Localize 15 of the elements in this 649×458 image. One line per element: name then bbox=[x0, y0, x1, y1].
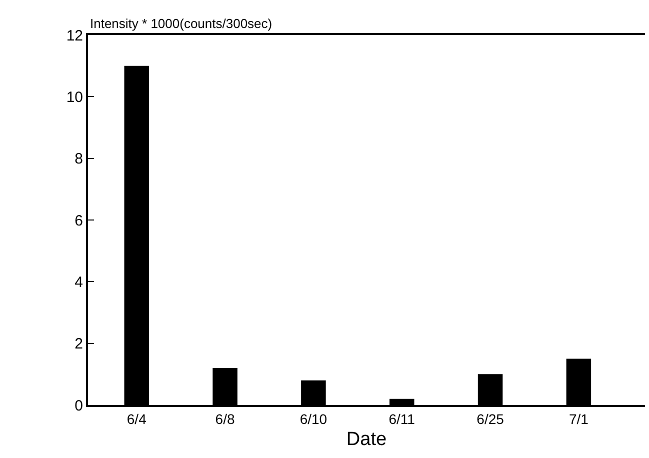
y-axis-title: Intensity * 1000(counts/300sec) bbox=[90, 16, 272, 31]
y-tick-label: 8 bbox=[74, 150, 83, 168]
x-tick-label: 6/10 bbox=[300, 410, 328, 427]
y-tick-label: 0 bbox=[74, 397, 83, 414]
x-tick-label: 6/8 bbox=[215, 410, 235, 427]
x-tick-label: 6/4 bbox=[126, 410, 147, 427]
y-tick-label: 12 bbox=[66, 27, 83, 44]
x-tick-label: 7/1 bbox=[568, 410, 589, 427]
y-tick-label: 4 bbox=[74, 274, 83, 291]
x-tick-label: 6/25 bbox=[476, 410, 504, 427]
x-tick-label: 6/11 bbox=[388, 410, 416, 427]
x-axis-title: Date bbox=[346, 429, 387, 450]
y-tick-label: 10 bbox=[66, 88, 83, 106]
y-tick-label: 6 bbox=[74, 212, 83, 230]
y-tick-label: 2 bbox=[74, 336, 83, 353]
